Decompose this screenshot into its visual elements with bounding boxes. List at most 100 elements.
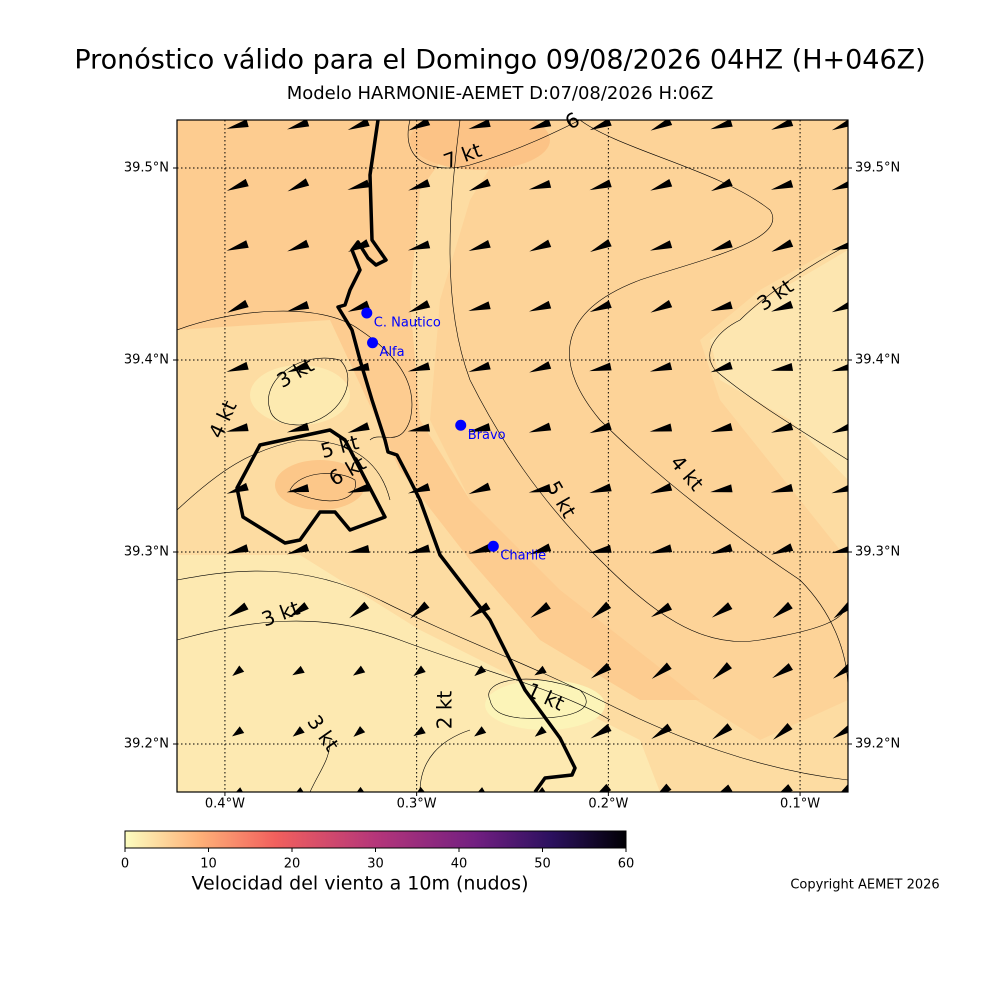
- wind-arrow: [287, 178, 310, 192]
- station-label: Alfa: [380, 345, 405, 360]
- wind-arrow: [589, 362, 612, 372]
- wind-arrow: [287, 239, 310, 252]
- wind-arrow: [529, 361, 552, 373]
- wind-arrow: [347, 120, 370, 130]
- wind-arrow: [589, 300, 612, 313]
- wind-arrow: [831, 240, 848, 251]
- wind-arrow: [651, 723, 672, 739]
- wind-arrow: [347, 300, 370, 312]
- coastline: [235, 120, 577, 792]
- wind-arrow: [534, 665, 547, 676]
- field-low: [250, 365, 350, 425]
- station-label: C. Nautico: [374, 315, 441, 330]
- wind-arrow: [227, 299, 249, 313]
- colorbar-tick-label: 10: [200, 857, 217, 872]
- wind-arrow: [591, 601, 612, 619]
- wind-arrow: [590, 239, 612, 253]
- wind-arrow: [534, 787, 547, 792]
- wind-arrow: [832, 723, 848, 739]
- wind-arrow: [770, 362, 794, 371]
- wind-arrow: [226, 423, 249, 432]
- wind-arrow: [711, 602, 733, 618]
- wind-arrow: [770, 483, 794, 493]
- wind-arrow: [710, 301, 733, 312]
- wind-arrow: [287, 361, 310, 373]
- wind-arrow: [408, 179, 431, 191]
- lat-label: 39.2°N: [855, 737, 900, 752]
- lat-label: 39.3°N: [855, 545, 900, 560]
- wind-arrow: [590, 662, 612, 679]
- wind-arrow: [831, 120, 848, 131]
- copyright: Copyright AEMET 2026: [790, 878, 939, 893]
- wind-arrow: [349, 601, 370, 619]
- wind-arrow: [710, 484, 733, 493]
- graticule: [177, 120, 848, 792]
- station: [367, 337, 379, 349]
- wind-arrow: [468, 544, 491, 554]
- subtitle: Modelo HARMONIE-AEMET D:07/08/2026 H:06Z: [287, 83, 714, 104]
- wind-arrow: [650, 602, 673, 618]
- wind-arrow: [288, 602, 309, 618]
- wind-arrow: [530, 602, 551, 618]
- wind-arrow: [772, 601, 793, 619]
- wind-arrow: [347, 179, 370, 190]
- lat-label: 39.4°N: [124, 353, 169, 368]
- wind-arrow: [770, 422, 794, 433]
- wind-arrow: [407, 544, 431, 554]
- title: Pronóstico válido para el Domingo 09/08/…: [74, 45, 925, 76]
- wind-arrow: [226, 120, 249, 129]
- wind-arrow: [770, 179, 794, 190]
- wind-arrow: [833, 601, 848, 619]
- wind-arrow: [227, 602, 249, 618]
- wind-arrow: [410, 601, 430, 619]
- wind-arrow: [771, 120, 794, 130]
- lat-label: 39.4°N: [855, 353, 900, 368]
- contour-label: 2 kt: [433, 691, 457, 730]
- wind-arrow: [407, 362, 431, 372]
- wind-arrow: [408, 300, 431, 313]
- wind-arrow: [468, 240, 491, 251]
- station: [361, 307, 373, 319]
- wind-arrow: [468, 178, 491, 191]
- field-band: [177, 120, 848, 740]
- wind-arrow: [831, 179, 848, 191]
- wind-arrow: [710, 178, 733, 192]
- wind-arrow: [528, 179, 552, 190]
- wind-arrow: [649, 544, 673, 554]
- wind-arrow: [772, 784, 793, 792]
- wind-arrow: [528, 422, 552, 433]
- colorbar-tick-label: 60: [618, 857, 635, 872]
- wind-arrows: [226, 120, 848, 792]
- wind-arrow: [226, 240, 249, 251]
- wind-arrow: [589, 422, 612, 434]
- colorbar-tick-label: 20: [284, 857, 301, 872]
- station-label: Bravo: [468, 428, 506, 443]
- wind-arrow: [831, 362, 848, 372]
- lat-label: 39.3°N: [124, 545, 169, 560]
- wind-arrow: [352, 665, 366, 676]
- wind-arrow: [650, 482, 673, 494]
- lon-label: 0.4°W: [205, 797, 245, 812]
- wind-arrow: [468, 301, 491, 311]
- colorbar-tick-label: 30: [367, 857, 384, 872]
- wind-arrow: [534, 726, 547, 737]
- lat-label: 39.2°N: [124, 737, 169, 752]
- wind-arrow: [226, 544, 249, 554]
- station: [455, 419, 467, 431]
- map-frame: [176, 119, 849, 793]
- wind-arrow: [407, 423, 431, 432]
- wind-arrow: [226, 361, 249, 372]
- wind-arrow: [772, 663, 793, 679]
- colorbar-ticks: 0 10 20 30 40 50 60: [121, 848, 634, 872]
- wind-arrow: [589, 544, 612, 553]
- wind-arrow: [832, 662, 848, 679]
- lon-label: 0.1°W: [780, 797, 820, 812]
- wind-arrow: [831, 544, 848, 554]
- wind-arrow: [591, 783, 612, 792]
- wind-arrow: [528, 484, 552, 493]
- wind-arrow: [468, 482, 491, 494]
- wind-arrow: [649, 423, 673, 432]
- lon-label: 0.3°W: [397, 797, 437, 812]
- wind-arrow: [650, 179, 673, 191]
- wind-arrow: [831, 483, 848, 494]
